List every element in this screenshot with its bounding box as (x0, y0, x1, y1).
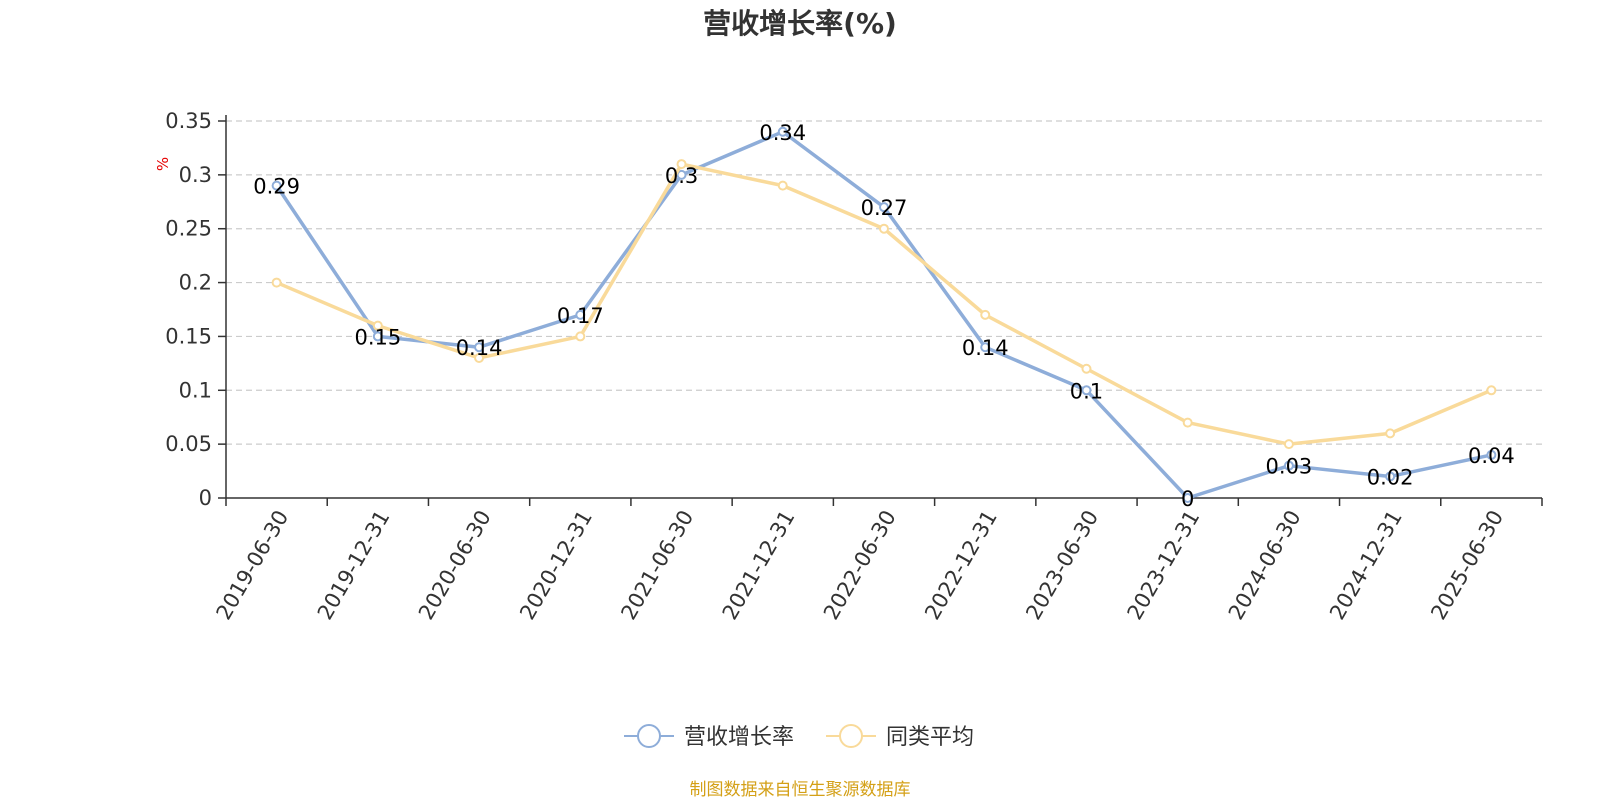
data-point (879, 202, 889, 213)
data-label: 0.1 (1070, 379, 1103, 403)
x-tick-label: 2021-12-31 (718, 506, 800, 624)
data-label: 0.02 (1367, 465, 1414, 489)
y-tick-label: 0.1 (179, 378, 212, 402)
y-tick-label: 0.3 (179, 163, 212, 187)
data-point (474, 352, 485, 363)
y-tick-label: 0.35 (165, 109, 212, 133)
data-label: 0.17 (557, 304, 604, 328)
legend-item: 同类平均 (826, 724, 974, 750)
y-tick-label: 0.05 (165, 432, 212, 456)
data-label: 0.29 (253, 175, 300, 199)
y-tick-label: 0.2 (179, 271, 212, 295)
data-point (1385, 428, 1396, 439)
x-tick-label: 2021-06-30 (616, 506, 698, 624)
data-point (1182, 417, 1193, 428)
data-point (676, 169, 687, 180)
legend-label: 同类平均 (886, 725, 974, 750)
source-note: 制图数据来自恒生聚源数据库 (690, 780, 911, 800)
data-point (271, 180, 282, 191)
data-label: 0.27 (861, 196, 908, 220)
grid-lines (226, 120, 1542, 445)
data-point (1182, 493, 1193, 503)
x-tick-label: 2023-06-30 (1021, 506, 1103, 624)
data-labels: 0.29 0.15 0.14 0.17 0.3 0.34 0.27 0.14 0.1 0 0.03 0… (253, 121, 1515, 511)
data-point (1283, 460, 1294, 471)
legend: 营收增长率 同类平均 (624, 724, 974, 750)
data-point (1081, 385, 1092, 396)
series-group (271, 126, 1497, 503)
x-tick-label: 2019-06-30 (212, 506, 294, 624)
data-label: 0 (1181, 487, 1194, 511)
series-1 (271, 126, 1497, 503)
data-point (980, 309, 991, 320)
x-tick-label: 2022-06-30 (819, 506, 901, 624)
x-tick-label: 2024-06-30 (1224, 506, 1306, 624)
y-axis-unit-label: % (154, 157, 172, 171)
data-point (474, 342, 485, 353)
y-tick-label: 0.25 (165, 217, 212, 241)
x-tick-label: 2024-12-31 (1325, 506, 1407, 624)
series-2 (271, 159, 1497, 450)
y-tick-label: 0.15 (165, 324, 212, 348)
data-point (1486, 385, 1497, 396)
data-label: 0.34 (759, 121, 806, 145)
x-tick-label: 2025-06-30 (1426, 506, 1508, 624)
data-point (1081, 363, 1092, 374)
legend-marker (839, 724, 863, 748)
x-tick-label: 2020-06-30 (414, 506, 496, 624)
chart-title: 营收增长率(%) (703, 7, 897, 40)
data-label: 0.03 (1266, 455, 1313, 479)
x-tick-label: 2019-12-31 (313, 506, 395, 624)
data-point (1486, 449, 1497, 460)
data-label: 0.14 (456, 336, 503, 360)
data-point (777, 180, 788, 191)
x-tick-label: 2020-12-31 (515, 506, 597, 624)
data-point (1283, 439, 1294, 450)
data-point (879, 223, 889, 234)
data-point (575, 331, 586, 342)
data-label: 0.04 (1468, 444, 1515, 468)
data-label: 0.14 (962, 336, 1009, 360)
data-point (1385, 471, 1396, 482)
data-label: 0.15 (354, 325, 401, 349)
data-point (372, 331, 383, 342)
data-label: 0.3 (665, 164, 698, 188)
x-tick-label: 2022-12-31 (920, 506, 1002, 624)
data-point (676, 159, 687, 170)
legend-label: 营收增长率 (684, 725, 794, 750)
x-tick-label: 2023-12-31 (1123, 506, 1205, 624)
data-point (271, 277, 282, 288)
data-point (575, 309, 586, 320)
data-point (777, 126, 788, 137)
legend-item: 营收增长率 (624, 724, 794, 750)
y-tick-label: 0 (199, 486, 212, 510)
legend-marker (637, 724, 661, 748)
data-point (372, 320, 383, 331)
data-point (980, 342, 991, 353)
